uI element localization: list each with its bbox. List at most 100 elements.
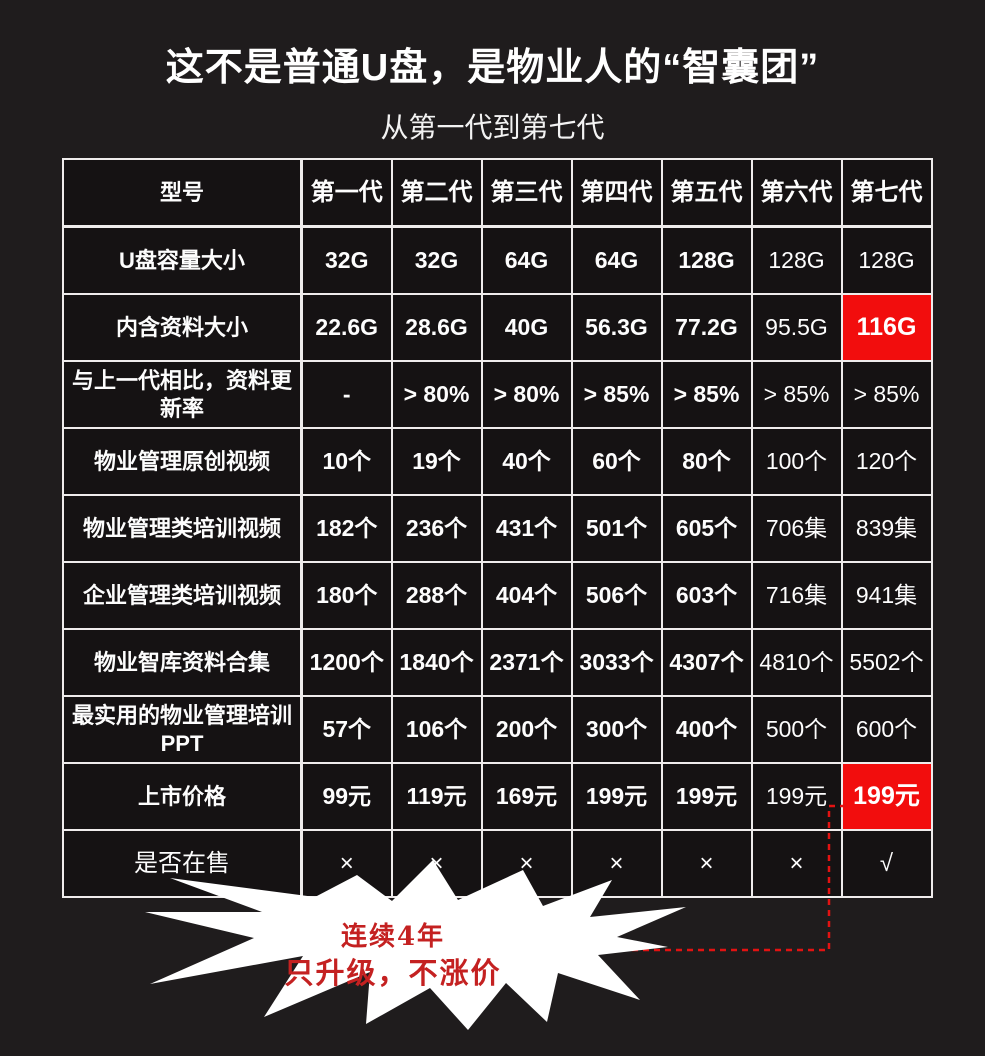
table-cell: 40G [480,293,573,362]
table-row: 物业智库资料合集 1200个 1840个 2371个 3033个 4307个 4810个 55… [62,628,933,697]
table-cell: 64G [480,225,573,295]
table-cell: 169元 [480,762,573,831]
table-cell: × [570,829,663,898]
table-cell: 95.5G [750,293,843,362]
table-row: 物业管理原创视频 10个 19个 40个 60个 80个 100个 120个 [62,427,933,496]
table-cell: 99元 [300,762,393,831]
column-header-generation: 第一代 [300,158,393,228]
row-label: U盘容量大小 [62,225,303,295]
table-cell: > 85% [750,360,843,429]
table-cell: 60个 [570,427,663,496]
burst-text-line1: 连续4年 [340,922,446,952]
table-cell: 106个 [390,695,483,764]
column-header-generation: 第五代 [660,158,753,228]
page-subtitle: 从第一代到第七代 [380,112,605,143]
row-label: 是否在售 [62,829,303,898]
table-cell: 116G [840,293,933,362]
table-cell: 404个 [480,561,573,630]
table-cell: 120个 [840,427,933,496]
table-cell: 40个 [480,427,573,496]
table-cell: > 80% [390,360,483,429]
row-label: 与上一代相比，资料更新率 [62,360,303,429]
table-cell: 3033个 [570,628,663,697]
table-cell: 64G [570,225,663,295]
burst-text-line2: 只升级，不涨价 [284,956,502,990]
table-cell: 119元 [390,762,483,831]
column-header-generation: 第二代 [390,158,483,228]
generation-comparison-table: 型号 第一代 第二代 第三代 第四代 第五代 第六代 第七代 U盘容量大小 32G 32G 64G 6… [62,158,933,898]
table-cell: 288个 [390,561,483,630]
table-cell: 1840个 [390,628,483,697]
table-row: 是否在售 × × × × × × √ [62,829,933,898]
table-row: 最实用的物业管理培训PPT 57个 106个 200个 300个 400个 500个 600个 [62,695,933,764]
table-cell: > 85% [660,360,753,429]
table-cell: 128G [750,225,843,295]
table-cell: 182个 [300,494,393,563]
table-header-row: 型号 第一代 第二代 第三代 第四代 第五代 第六代 第七代 [62,158,933,228]
page-title: 这不是普通U盘，是物业人的“智囊团” [165,47,820,89]
row-label: 物业管理原创视频 [62,427,303,496]
table-cell: 199元 [660,762,753,831]
table-cell: 5502个 [840,628,933,697]
table-cell: 200个 [480,695,573,764]
column-header-generation: 第七代 [840,158,933,228]
column-header-generation: 第四代 [570,158,663,228]
table-cell: 603个 [660,561,753,630]
table-cell: 19个 [390,427,483,496]
table-cell: 400个 [660,695,753,764]
table-row: 企业管理类培训视频 180个 288个 404个 506个 603个 716集 941集 [62,561,933,630]
table-cell: 180个 [300,561,393,630]
table-cell: > 85% [840,360,933,429]
table-cell: 199元 [840,762,933,831]
table-row: 内含资料大小 22.6G 28.6G 40G 56.3G 77.2G 95.5G 116G [62,293,933,362]
table-cell: 941集 [840,561,933,630]
table-cell: 431个 [480,494,573,563]
table-cell: 100个 [750,427,843,496]
table-cell: 80个 [660,427,753,496]
table-cell: 839集 [840,494,933,563]
table-cell: 2371个 [480,628,573,697]
table-cell: 77.2G [660,293,753,362]
table-cell: 28.6G [390,293,483,362]
row-label: 物业管理类培训视频 [62,494,303,563]
table-row: 上市价格 99元 119元 169元 199元 199元 199元 199元 [62,762,933,831]
table-cell: 4307个 [660,628,753,697]
row-label: 企业管理类培训视频 [62,561,303,630]
table-cell: > 85% [570,360,663,429]
row-label: 物业智库资料合集 [62,628,303,697]
table-cell: 706集 [750,494,843,563]
table-body: U盘容量大小 32G 32G 64G 64G 128G 128G 128G 内含资料大小 22.6… [62,225,933,898]
table-cell: 605个 [660,494,753,563]
table-cell: 500个 [750,695,843,764]
table-row: 与上一代相比，资料更新率 - > 80% > 80% > 85% > 85% > 85% > … [62,360,933,429]
table-cell: 128G [840,225,933,295]
table-cell: × [660,829,753,898]
table-cell: 716集 [750,561,843,630]
table-cell: 1200个 [300,628,393,697]
table-cell: - [300,360,393,429]
table-cell: × [480,829,573,898]
table-cell: 32G [300,225,393,295]
row-label: 上市价格 [62,762,303,831]
table-cell: √ [840,829,933,898]
table-row: 物业管理类培训视频 182个 236个 431个 501个 605个 706集 839集 [62,494,933,563]
table-cell: 57个 [300,695,393,764]
table-cell: 56.3G [570,293,663,362]
table-cell: 236个 [390,494,483,563]
table-cell: 300个 [570,695,663,764]
table-cell: × [390,829,483,898]
table-cell: 4810个 [750,628,843,697]
column-header-generation: 第三代 [480,158,573,228]
table-cell: 600个 [840,695,933,764]
table-cell: 506个 [570,561,663,630]
table-cell: 10个 [300,427,393,496]
table-cell: 128G [660,225,753,295]
table-cell: 32G [390,225,483,295]
table-cell: 199元 [570,762,663,831]
table-cell: 199元 [750,762,843,831]
table-cell: × [300,829,393,898]
table-cell: 22.6G [300,293,393,362]
column-header-generation: 第六代 [750,158,843,228]
row-label: 最实用的物业管理培训PPT [62,695,303,764]
